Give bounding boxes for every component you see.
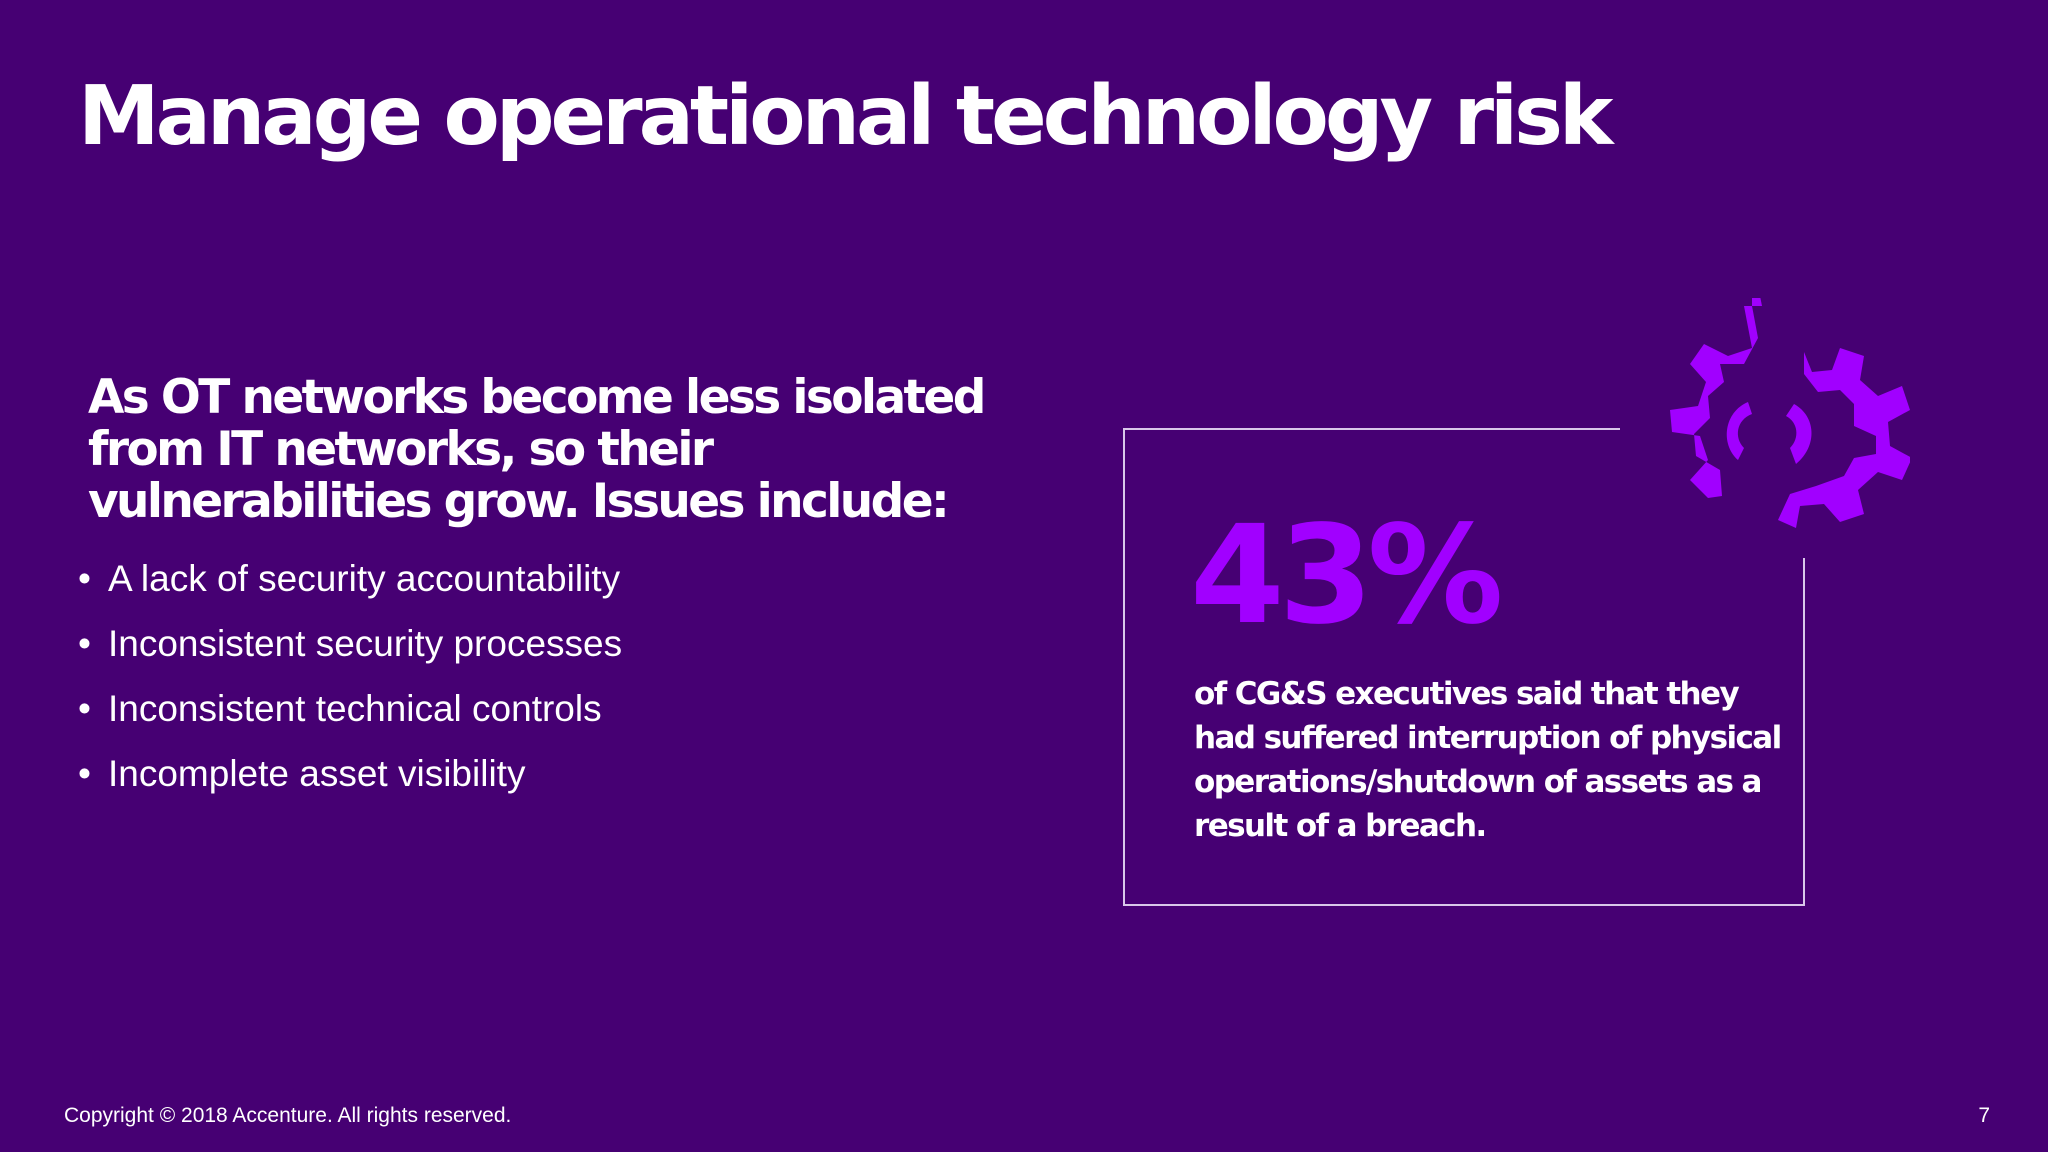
list-item: • Incomplete asset visibility (78, 741, 622, 806)
bullet-marker: • (78, 623, 91, 664)
list-item-text: A lack of security accountability (108, 558, 621, 599)
bullet-marker: • (78, 688, 91, 729)
stat-value: 43% (1190, 497, 1504, 655)
stat-description: of CG&S executives said that they had su… (1194, 676, 1782, 844)
list-item-text: Inconsistent security processes (108, 623, 623, 664)
list-item-text: Incomplete asset visibility (108, 753, 526, 794)
list-item: • Inconsistent security processes (78, 611, 622, 676)
slide-title: Manage operational technology risk (78, 69, 1613, 164)
bullet-marker: • (78, 753, 91, 794)
bullet-marker: • (78, 558, 91, 599)
list-item-text: Inconsistent technical controls (108, 688, 602, 729)
list-item: • A lack of security accountability (78, 546, 622, 611)
footer-copyright: Copyright © 2018 Accenture. All rights r… (64, 1104, 512, 1127)
intro-text: As OT networks become less isolated from… (88, 370, 986, 529)
broken-gear-icon (1620, 296, 1912, 558)
list-item: • Inconsistent technical controls (78, 676, 622, 741)
issues-list: • A lack of security accountability • Inco… (78, 546, 622, 806)
stat-callout-box (1123, 428, 1805, 906)
page-number: 7 (1978, 1104, 1990, 1127)
